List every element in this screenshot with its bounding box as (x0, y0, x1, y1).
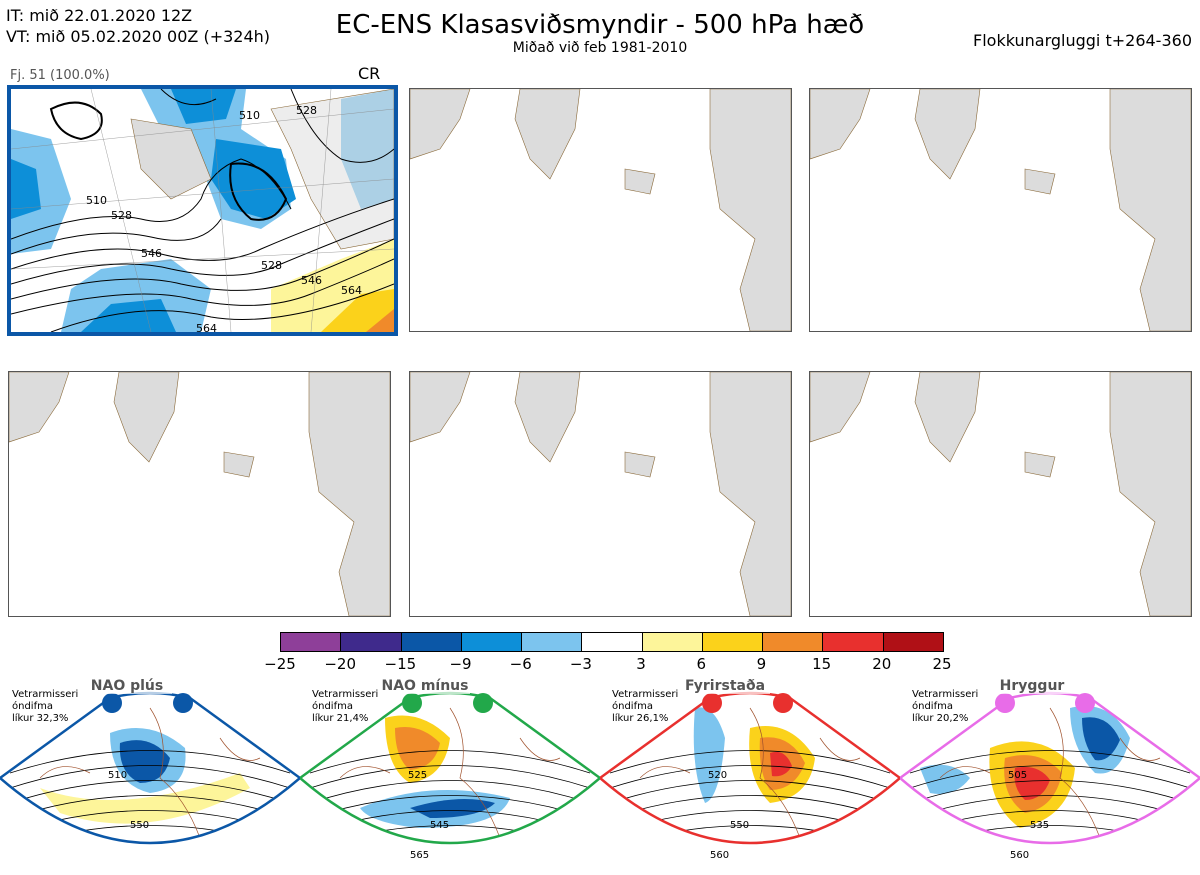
colorbar-swatch (642, 633, 703, 651)
regime-info-line: Vetrarmisseri (12, 689, 79, 700)
colorbar-tick: −25 (264, 655, 296, 673)
regime-thumb[interactable]: 510 550 (0, 678, 303, 871)
colorbar-swatch (281, 633, 342, 651)
colorbar-tick: 20 (872, 655, 892, 673)
colorbar-tick: −9 (449, 655, 472, 673)
colorbar-swatch (461, 633, 523, 651)
colorbar-tick: 9 (756, 655, 767, 673)
regime-thumb[interactable]: 520 550 560 (597, 678, 903, 871)
regime-info-line: óndifma (312, 701, 353, 712)
colorbar-swatch (582, 633, 643, 651)
colorbar-tick: 25 (932, 655, 952, 673)
regime-contour-label: 560 (1010, 850, 1029, 861)
panel-1-field: 510 528 546 564 528 546 510 528 564 (11, 89, 394, 332)
regime-info: Vetrarmisseri óndifma líkur 20,2% (912, 689, 978, 725)
regime-title: Hryggur (987, 678, 1077, 694)
colorbar-tick: −15 (384, 655, 417, 673)
contour-label: 528 (261, 259, 282, 272)
regime-info-line: líkur 21,4% (312, 713, 369, 724)
vt-line: VT: mið 05.02.2020 00Z (+324h) (6, 27, 271, 46)
contour-label: 546 (141, 247, 162, 260)
regime-info-line: líkur 32,3% (12, 713, 69, 724)
contour-label: 528 (111, 209, 132, 222)
regime-info: Vetrarmisseri óndifma líkur 21,4% (312, 689, 378, 725)
panel-2-map[interactable] (409, 88, 792, 332)
panel-4-land (9, 372, 390, 616)
panel-5-land (410, 372, 791, 616)
regime-info-line: Vetrarmisseri (612, 689, 679, 700)
colorbar-swatch (401, 633, 462, 651)
regime-contour-label: 505 (1008, 770, 1027, 781)
panel-3-land (810, 89, 1191, 331)
page-subtitle: Miðað við feb 1981-2010 (512, 40, 688, 56)
regime-title: NAO mínus (380, 678, 470, 694)
colorbar-swatch (341, 633, 402, 651)
regime-info-line: Vetrarmisseri (912, 689, 979, 700)
panel-1-label: Fj. 51 (100.0%) (10, 68, 110, 83)
regime-thumb[interactable]: 525 545 565 (297, 678, 603, 871)
colorbar-tick: −6 (509, 655, 532, 673)
colorbar-swatch (883, 633, 943, 651)
regime-info-line: líkur 20,2% (912, 713, 969, 724)
regime-contour-label: 525 (408, 770, 427, 781)
panel-3-map[interactable] (809, 88, 1192, 332)
regime-info-line: óndifma (912, 701, 953, 712)
panel-6-land (810, 372, 1191, 616)
contour-label: 546 (301, 274, 322, 287)
regime-contour-label: 510 (108, 770, 127, 781)
page-title: EC-ENS Klasasviðsmyndir - 500 hPa hæð (335, 10, 865, 40)
regime-contour-label: 520 (708, 770, 727, 781)
regime-info-line: líkur 26,1% (612, 713, 669, 724)
regime-contour-label: 560 (710, 850, 729, 861)
colorbar-tick: 6 (696, 655, 707, 673)
regime-info: Vetrarmisseri óndifma líkur 32,3% (12, 689, 78, 725)
panel-6-map[interactable] (809, 371, 1192, 617)
contour-label: 564 (341, 284, 362, 297)
colorbar-swatch (522, 633, 583, 651)
panel-4-map[interactable] (8, 371, 391, 617)
regime-title: Fyrirstaða (680, 678, 770, 694)
colorbar-swatch (763, 633, 824, 651)
colorbar-tick: −3 (569, 655, 592, 673)
regime-info: Vetrarmisseri óndifma líkur 26,1% (612, 689, 678, 725)
colorbar-tick: 15 (812, 655, 832, 673)
regime-contour-label: 550 (130, 820, 149, 831)
contour-label: 528 (296, 104, 317, 117)
regime-info-line: Vetrarmisseri (312, 689, 379, 700)
header-times: IT: mið 22.01.2020 12Z VT: mið 05.02.202… (6, 5, 270, 47)
contour-label: 564 (196, 322, 217, 332)
regime-contour-label: 550 (730, 820, 749, 831)
window-label: Flokkunargluggi t+264-360 (973, 31, 1192, 50)
regime-info-line: óndifma (12, 701, 53, 712)
colorbar-swatch (823, 633, 884, 651)
contour-label: 510 (239, 109, 260, 122)
regime-title: NAO plús (82, 678, 172, 694)
colorbar-swatch (702, 633, 764, 651)
panel-1-code: CR (358, 64, 381, 83)
panel-1-map[interactable]: 510 528 546 564 528 546 510 528 564 (7, 85, 398, 336)
regime-thumb[interactable]: 505 535 560 (897, 678, 1200, 871)
regime-contour-label: 565 (410, 850, 429, 861)
regime-contour-label: 535 (1030, 820, 1049, 831)
regime-contour-label: 545 (430, 820, 449, 831)
colorbar-tick: 3 (636, 655, 646, 673)
contour-label: 510 (86, 194, 107, 207)
panel-5-map[interactable] (409, 371, 792, 617)
panel-2-land (410, 89, 791, 331)
colorbar (280, 632, 944, 652)
it-line: IT: mið 22.01.2020 12Z (6, 6, 193, 25)
regime-info-line: óndifma (612, 701, 653, 712)
colorbar-tick: −20 (324, 655, 356, 673)
